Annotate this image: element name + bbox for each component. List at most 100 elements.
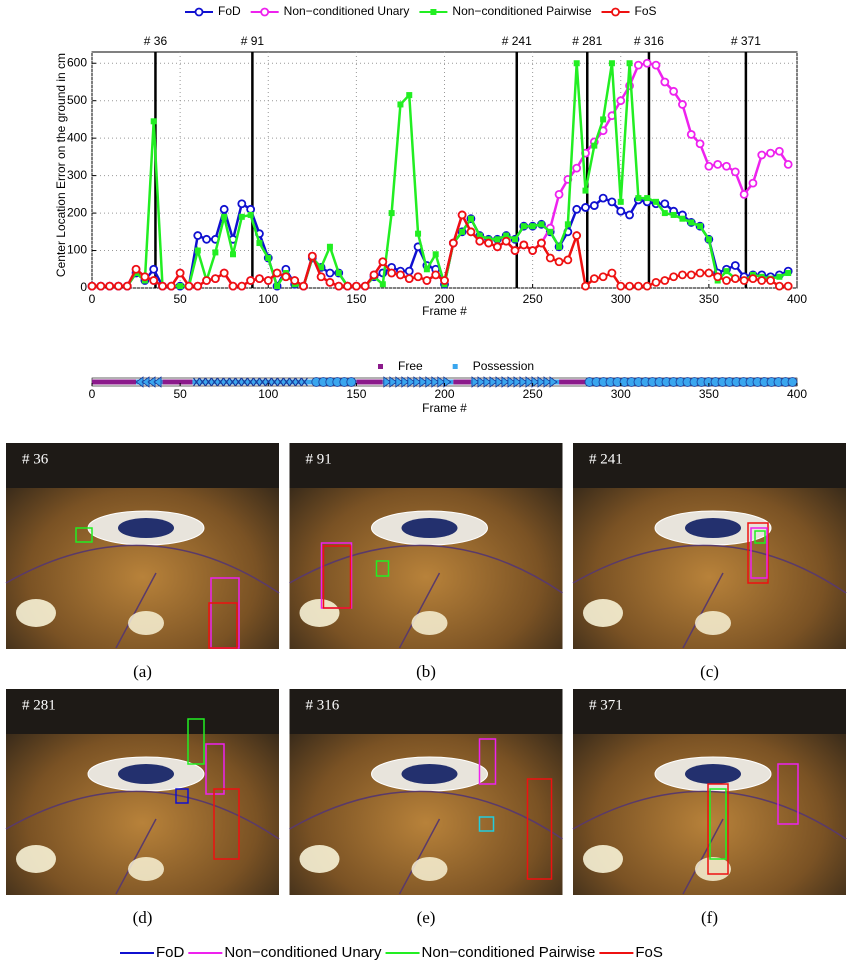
- segment-marker: [246, 377, 254, 387]
- point: [255, 274, 264, 284]
- point: [484, 238, 493, 248]
- segment-marker: [192, 377, 200, 387]
- point: [686, 130, 696, 139]
- photo-panel: # 36 (a): [5, 443, 280, 681]
- legend-label: FoD: [156, 944, 185, 961]
- point: [246, 204, 256, 214]
- point: [616, 206, 626, 216]
- point: [642, 281, 652, 291]
- point: [651, 277, 661, 287]
- point: [501, 236, 511, 246]
- point: [406, 92, 413, 99]
- tracking-box: [375, 560, 390, 577]
- point: [140, 272, 150, 282]
- point: [202, 276, 211, 285]
- point: [466, 227, 476, 237]
- segment-marker: [501, 376, 510, 388]
- point: [625, 210, 634, 220]
- tracking-box: [208, 602, 238, 649]
- point: [326, 243, 333, 250]
- point: [573, 60, 580, 67]
- segment-marker: [240, 377, 248, 387]
- tracking-box: [747, 522, 769, 584]
- point: [554, 257, 564, 267]
- point: [572, 163, 582, 173]
- logo: [118, 518, 174, 538]
- segment-marker: [294, 377, 302, 387]
- point: [545, 253, 555, 263]
- segment-marker: [288, 377, 296, 387]
- event-label: # 36: [144, 34, 168, 48]
- segment-marker: [300, 377, 308, 387]
- timeline-segment: [192, 377, 313, 387]
- point: [520, 223, 527, 230]
- point: [519, 240, 529, 250]
- point: [87, 281, 97, 291]
- segment-marker: [389, 376, 398, 388]
- x-tick-label: 400: [787, 292, 807, 306]
- tracking-box: [213, 788, 240, 860]
- court-lines: [5, 790, 280, 895]
- legend-marker: [430, 9, 437, 15]
- frame-label: # 91: [306, 451, 332, 467]
- panel-caption: (d): [133, 908, 153, 927]
- light: [695, 611, 731, 635]
- timeline-segment: [584, 377, 798, 387]
- segment-marker: [210, 377, 218, 387]
- segment-marker: [401, 376, 410, 388]
- event-label: # 281: [572, 34, 602, 48]
- light: [411, 857, 448, 881]
- point: [678, 270, 687, 280]
- segment-marker: [264, 377, 272, 387]
- point: [494, 236, 501, 243]
- point: [210, 274, 220, 284]
- x-tick-label: 50: [173, 292, 187, 306]
- x-tick-label: 100: [258, 387, 278, 401]
- segment-marker: [204, 377, 212, 387]
- point: [635, 195, 642, 202]
- light: [16, 845, 56, 873]
- point: [589, 201, 599, 210]
- point: [564, 221, 571, 228]
- legend-label: FoS: [635, 4, 657, 18]
- segment-marker: [425, 376, 434, 388]
- stands: [289, 689, 563, 734]
- photo-panel: # 316 (e): [289, 689, 563, 927]
- point: [122, 281, 132, 291]
- light: [128, 611, 164, 635]
- frame-label: # 316: [306, 697, 340, 713]
- point: [644, 195, 651, 202]
- logo: [685, 518, 741, 538]
- segment-marker: [413, 376, 422, 388]
- segment-marker: [346, 377, 357, 387]
- segment-marker: [483, 376, 492, 388]
- timeline-segment: [311, 377, 357, 387]
- point: [351, 281, 361, 291]
- segment-marker: [258, 377, 266, 387]
- y-tick-label: 100: [67, 243, 87, 257]
- point: [193, 281, 203, 291]
- x-tick-label: 350: [699, 387, 719, 401]
- point: [238, 213, 245, 220]
- x-tick-label: 350: [699, 292, 719, 306]
- x-axis-label: Frame #: [422, 401, 467, 415]
- point: [538, 221, 545, 228]
- point: [475, 236, 485, 246]
- x-tick-label: 150: [346, 387, 366, 401]
- event-label: # 316: [634, 34, 664, 48]
- panel-caption: (b): [416, 662, 436, 681]
- point: [476, 232, 483, 239]
- point: [492, 242, 502, 252]
- point: [748, 274, 758, 284]
- frame-label: # 371: [589, 697, 623, 713]
- point: [581, 203, 590, 212]
- legend-label: Non−conditioned Pairwise: [422, 944, 596, 961]
- y-tick-label: 0: [80, 280, 87, 294]
- point: [730, 261, 740, 270]
- point: [404, 274, 414, 284]
- segment-marker: [787, 377, 798, 387]
- point: [730, 274, 740, 284]
- light: [128, 857, 164, 881]
- tracking-box: [754, 530, 766, 544]
- point: [202, 234, 211, 244]
